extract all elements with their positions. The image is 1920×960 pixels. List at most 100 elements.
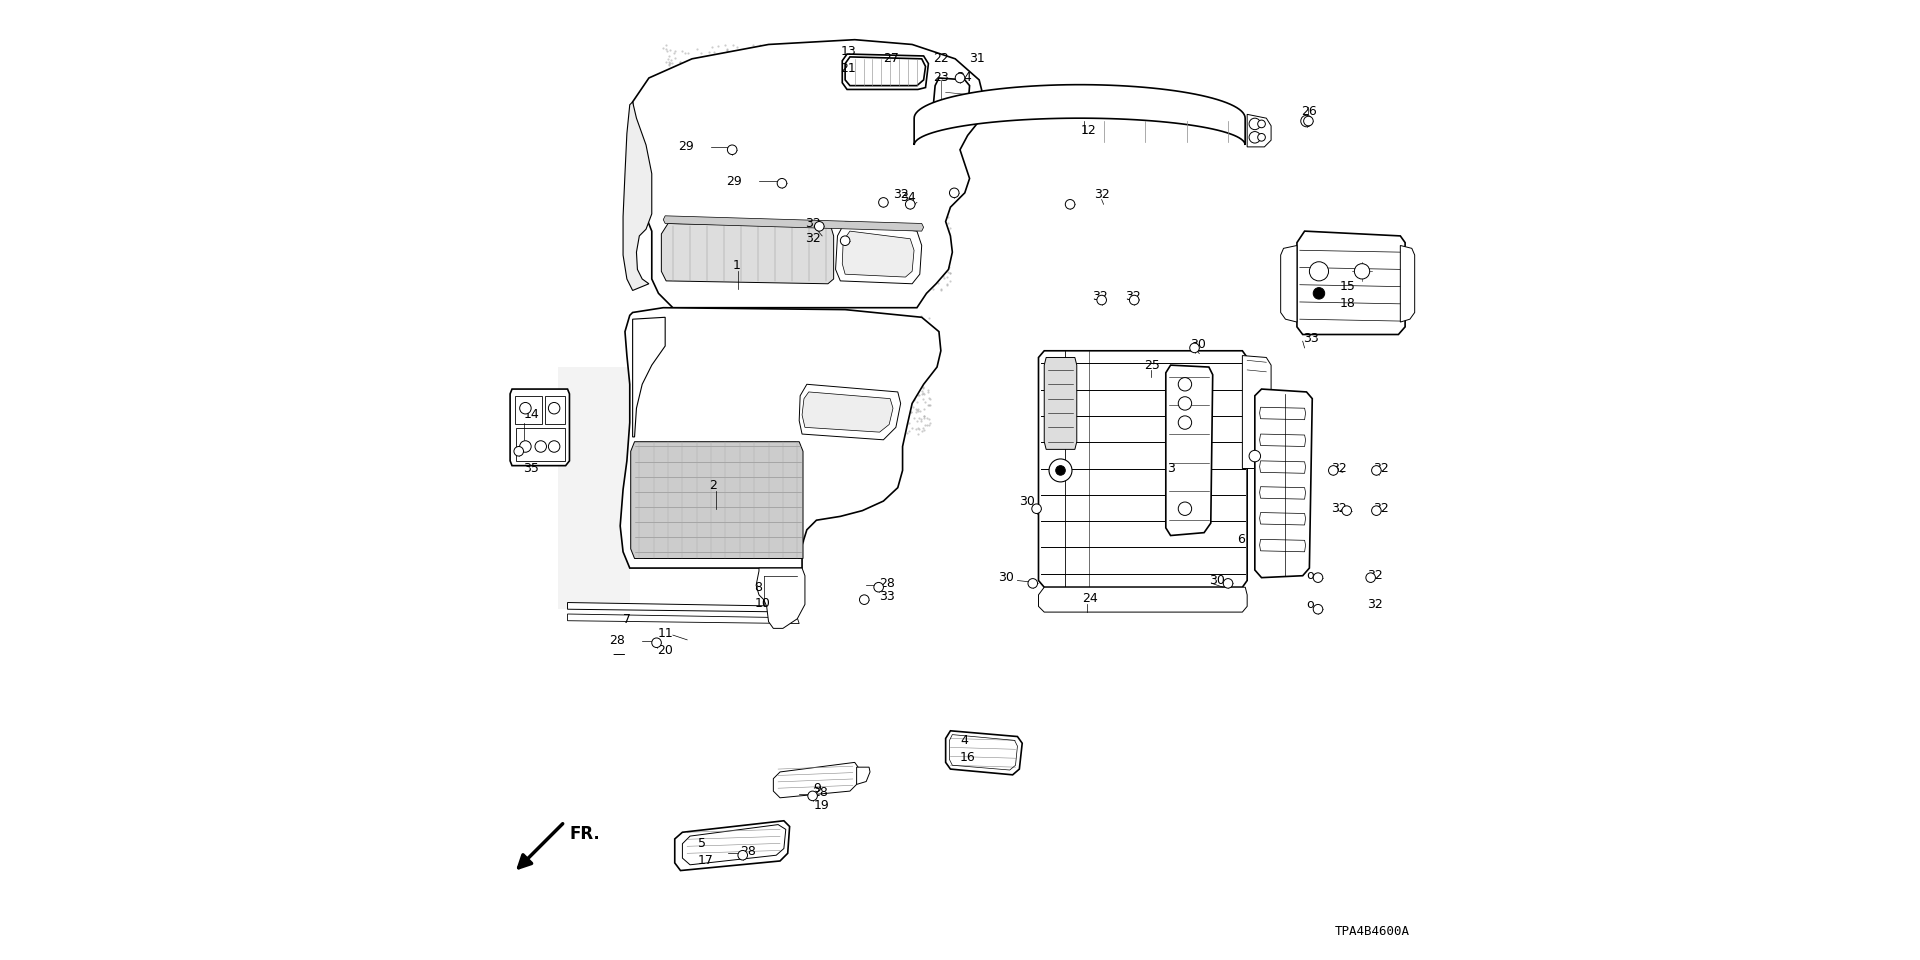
Point — [672, 495, 703, 511]
Point — [645, 407, 676, 422]
Point — [755, 251, 785, 266]
Point — [828, 318, 858, 333]
Point — [922, 220, 952, 235]
Point — [787, 327, 818, 343]
Point — [820, 139, 851, 155]
Point — [864, 265, 895, 280]
Point — [622, 393, 653, 408]
Point — [695, 499, 726, 515]
Point — [695, 379, 726, 395]
Point — [670, 404, 701, 420]
Point — [674, 152, 705, 167]
Point — [687, 501, 718, 516]
Point — [722, 39, 753, 55]
Point — [868, 344, 899, 359]
Point — [668, 213, 699, 228]
Point — [710, 106, 741, 121]
Point — [762, 356, 793, 372]
Point — [785, 79, 816, 94]
Point — [659, 541, 689, 557]
Point — [755, 136, 785, 152]
Point — [920, 125, 950, 140]
Point — [770, 496, 801, 512]
Point — [662, 363, 693, 378]
Point — [724, 534, 755, 549]
Point — [849, 372, 879, 387]
Polygon shape — [803, 392, 893, 432]
Point — [887, 399, 918, 415]
Point — [876, 152, 906, 167]
Point — [810, 316, 841, 331]
Point — [657, 108, 687, 124]
Point — [879, 392, 910, 407]
Point — [826, 308, 856, 324]
Point — [724, 445, 755, 461]
Point — [676, 309, 707, 324]
Point — [760, 73, 791, 88]
Point — [758, 456, 789, 471]
Point — [778, 152, 808, 167]
Point — [764, 362, 795, 377]
Polygon shape — [799, 384, 900, 440]
Point — [753, 502, 783, 517]
Point — [897, 324, 927, 340]
Point — [812, 263, 843, 278]
Point — [693, 468, 724, 484]
Point — [929, 136, 960, 152]
Point — [678, 449, 708, 465]
Point — [726, 430, 756, 445]
Point — [636, 403, 666, 419]
Point — [829, 275, 860, 290]
Point — [693, 540, 724, 556]
Point — [804, 386, 835, 401]
Point — [651, 37, 682, 53]
Point — [922, 276, 952, 291]
Point — [632, 357, 662, 372]
Point — [828, 412, 858, 427]
Point — [693, 407, 724, 422]
Point — [626, 471, 657, 487]
Point — [730, 371, 760, 386]
Point — [710, 472, 741, 488]
Point — [691, 526, 722, 541]
Point — [749, 496, 780, 512]
Point — [716, 323, 747, 338]
Point — [835, 155, 866, 170]
Point — [630, 328, 660, 344]
Point — [814, 252, 845, 268]
Point — [732, 486, 762, 501]
Point — [634, 403, 664, 419]
Point — [751, 454, 781, 469]
Point — [724, 255, 755, 271]
Point — [831, 330, 862, 346]
Point — [687, 239, 718, 254]
Point — [895, 348, 925, 364]
Point — [820, 205, 851, 221]
Point — [655, 543, 685, 559]
Polygon shape — [1242, 355, 1271, 468]
Point — [916, 396, 947, 412]
Circle shape — [1129, 296, 1139, 305]
Point — [889, 68, 920, 84]
Point — [870, 247, 900, 262]
Point — [793, 254, 824, 270]
Point — [651, 162, 682, 178]
Point — [762, 229, 793, 245]
Point — [684, 152, 714, 167]
Point — [634, 464, 664, 479]
Point — [720, 220, 751, 235]
Point — [793, 269, 824, 284]
Point — [739, 325, 770, 341]
Point — [814, 88, 845, 104]
Point — [891, 138, 922, 154]
Point — [755, 253, 785, 269]
Point — [822, 123, 852, 138]
Point — [935, 175, 966, 190]
Point — [756, 314, 787, 329]
Point — [910, 248, 941, 263]
Point — [770, 449, 801, 465]
Point — [751, 435, 781, 450]
Point — [787, 87, 818, 103]
Point — [766, 39, 797, 55]
Point — [893, 221, 924, 236]
